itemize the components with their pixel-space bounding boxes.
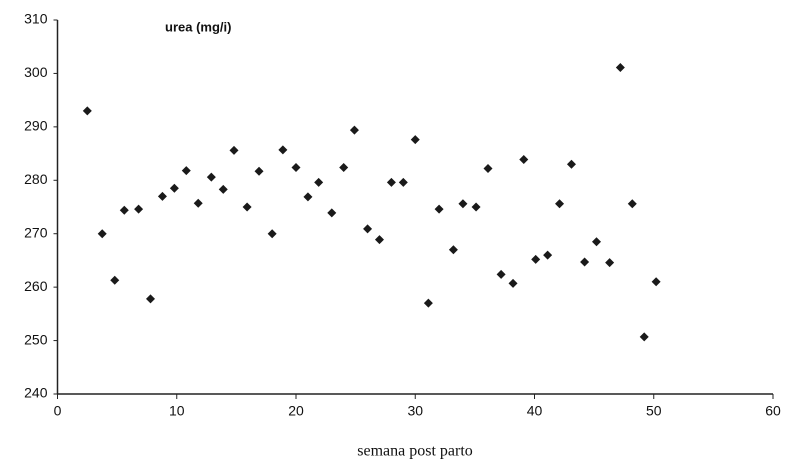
point [303, 192, 313, 202]
point [434, 204, 444, 214]
point [363, 224, 373, 234]
y-tick-label: 250 [24, 331, 48, 347]
point [580, 257, 590, 267]
y-tick-label: 260 [24, 278, 48, 294]
point [254, 166, 264, 176]
point [169, 183, 179, 193]
point [651, 277, 661, 287]
x-tick-label: 0 [54, 403, 62, 419]
point [349, 125, 359, 135]
point [543, 250, 553, 260]
point [555, 199, 565, 209]
point [627, 199, 637, 209]
x-tick-label: 40 [527, 403, 543, 419]
annotation: urea (mg/i) [165, 19, 231, 34]
point [448, 245, 458, 255]
point [157, 191, 167, 201]
point [146, 294, 156, 304]
x-tick-label: 50 [646, 403, 662, 419]
point [97, 229, 107, 239]
point [496, 269, 506, 279]
y-tick-label: 290 [24, 118, 48, 134]
point [314, 177, 324, 187]
point [278, 145, 288, 155]
point [458, 199, 468, 209]
y-tick-label: 310 [24, 11, 48, 27]
point [410, 135, 420, 145]
x-axis-title: semana post parto [357, 443, 473, 460]
point [483, 164, 493, 174]
point [423, 298, 433, 308]
y-tick-label: 270 [24, 224, 48, 240]
point [218, 184, 228, 194]
y-tick-label: 300 [24, 64, 48, 80]
point [386, 177, 396, 187]
x-tick-label: 30 [407, 403, 423, 419]
point [339, 162, 349, 172]
point [82, 106, 92, 116]
point [110, 275, 120, 285]
point [267, 229, 277, 239]
point [119, 205, 129, 215]
point [615, 63, 625, 73]
x-tick-label: 20 [288, 403, 304, 419]
point [519, 154, 529, 164]
point [566, 159, 576, 169]
point [206, 172, 216, 182]
point [508, 278, 518, 288]
x-tick-label: 10 [169, 403, 185, 419]
point [134, 204, 144, 214]
point [471, 202, 481, 212]
point [398, 177, 408, 187]
point [242, 202, 252, 212]
point [605, 258, 615, 268]
point [229, 145, 239, 155]
point [193, 198, 203, 208]
point [639, 332, 649, 342]
point [291, 162, 301, 172]
y-tick-label: 280 [24, 171, 48, 187]
point [531, 254, 541, 264]
y-tick-label: 240 [24, 385, 48, 401]
point [181, 166, 191, 176]
point [592, 237, 602, 247]
point [374, 235, 384, 245]
x-tick-label: 60 [765, 403, 781, 419]
point [327, 208, 337, 218]
